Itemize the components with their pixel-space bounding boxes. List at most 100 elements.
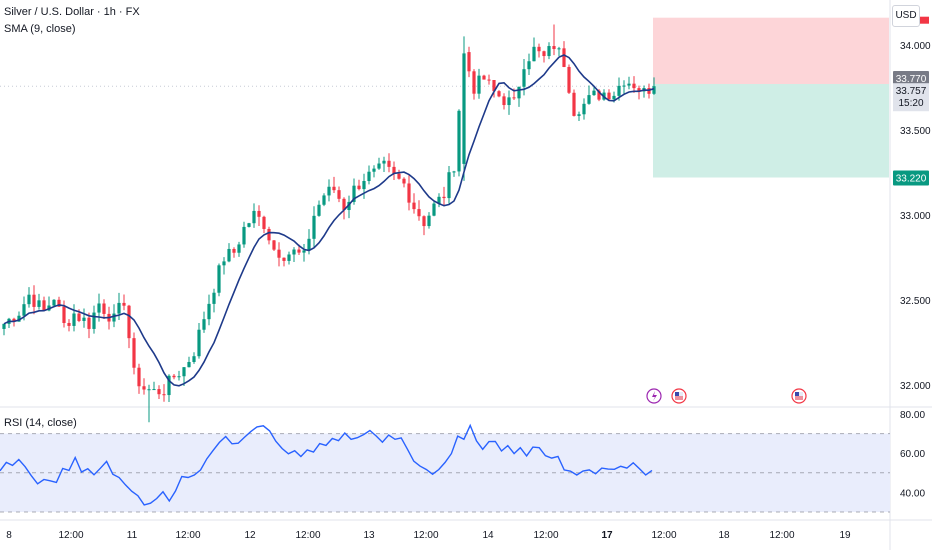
take-profit-zone[interactable] <box>653 84 889 178</box>
time-tick-label: 14 <box>482 530 494 541</box>
candle <box>472 69 476 100</box>
candle <box>557 46 561 56</box>
candle-body <box>92 312 96 329</box>
candle <box>397 169 401 180</box>
candle-body <box>212 292 216 304</box>
time-tick-label: 12:00 <box>769 530 794 541</box>
candle <box>497 90 501 98</box>
candle <box>132 332 136 375</box>
time-tick-label: 19 <box>839 530 851 541</box>
candle <box>317 200 321 217</box>
current-price-text: 33.757 <box>896 86 927 97</box>
candle-body <box>397 173 401 179</box>
candle-body <box>412 202 416 210</box>
candle-body <box>57 299 61 307</box>
candle <box>92 305 96 334</box>
rsi-tick-label: 60.00 <box>900 449 925 460</box>
candle <box>247 222 251 228</box>
candle <box>632 76 636 93</box>
candle-body <box>22 304 26 316</box>
candle <box>42 296 46 312</box>
entry-price-tag[interactable]: 33.770 <box>893 71 929 86</box>
candle <box>207 294 211 326</box>
candle-body <box>302 250 306 253</box>
lightning-icon[interactable] <box>646 388 662 404</box>
candle <box>37 293 41 310</box>
candle <box>287 251 291 265</box>
symbol-title[interactable]: Silver / U.S. Dollar · 1h · FX <box>4 6 140 18</box>
rsi-line <box>0 423 653 506</box>
candle-body <box>292 249 296 255</box>
candle <box>62 300 66 328</box>
candle <box>122 294 126 311</box>
candle <box>417 200 421 221</box>
candle-body <box>512 97 516 99</box>
candle-body <box>52 299 56 306</box>
candle <box>272 240 276 251</box>
sma-layer <box>3 54 655 387</box>
stop-loss-zone[interactable] <box>653 17 889 85</box>
sma-indicator-label[interactable]: SMA (9, close) <box>4 23 76 35</box>
time-tick-label: 12:00 <box>58 530 83 541</box>
candle-body <box>312 215 316 239</box>
candle-body <box>132 338 136 368</box>
candle <box>427 212 431 229</box>
candle <box>347 195 351 219</box>
target-price-tag[interactable]: 33.220 <box>893 170 929 186</box>
candle <box>342 197 346 220</box>
candle <box>622 80 626 95</box>
candle-body <box>182 367 186 377</box>
time-tick-label: 12:00 <box>651 530 676 541</box>
entry-price-tag-text: 33.770 <box>896 74 927 85</box>
candle <box>407 174 411 211</box>
candle-body <box>307 238 311 251</box>
candle-body <box>222 261 226 266</box>
candle-body <box>592 90 596 96</box>
candle <box>587 85 591 105</box>
candle-body <box>627 83 631 86</box>
candle-body <box>582 103 586 115</box>
us-flag-icon[interactable] <box>671 388 687 404</box>
candle-body <box>382 160 386 164</box>
candle-body <box>472 71 476 94</box>
candle-body <box>637 88 641 92</box>
candle <box>367 165 371 185</box>
candle-body <box>207 303 211 320</box>
candle-body <box>157 389 161 395</box>
candle <box>547 42 551 60</box>
candle-body <box>172 375 176 378</box>
candle <box>352 178 356 205</box>
candle <box>137 363 141 394</box>
candle <box>652 77 656 95</box>
candle-body <box>587 95 591 104</box>
candle <box>202 311 206 333</box>
candle <box>452 170 456 177</box>
currency-button[interactable]: USD <box>892 5 920 27</box>
candle-body <box>287 254 291 261</box>
event-icons <box>646 388 807 404</box>
candle <box>152 381 156 391</box>
candle <box>402 177 406 188</box>
candle-body <box>277 249 281 258</box>
time-tick-label: 17 <box>601 530 613 541</box>
us-flag-icon[interactable] <box>791 388 807 404</box>
candle <box>542 50 546 63</box>
candle <box>7 317 11 328</box>
candle-body <box>152 389 156 391</box>
candle-body <box>97 303 101 313</box>
candle <box>387 153 391 173</box>
candle-body <box>347 201 351 211</box>
candle <box>292 247 296 262</box>
candle <box>147 384 151 423</box>
candle <box>257 205 261 226</box>
candle-body <box>537 46 541 52</box>
candle-body <box>407 183 411 203</box>
candle <box>212 288 216 313</box>
candle <box>277 242 281 267</box>
candle-body <box>17 315 21 322</box>
rsi-indicator-label[interactable]: RSI (14, close) <box>4 417 77 429</box>
